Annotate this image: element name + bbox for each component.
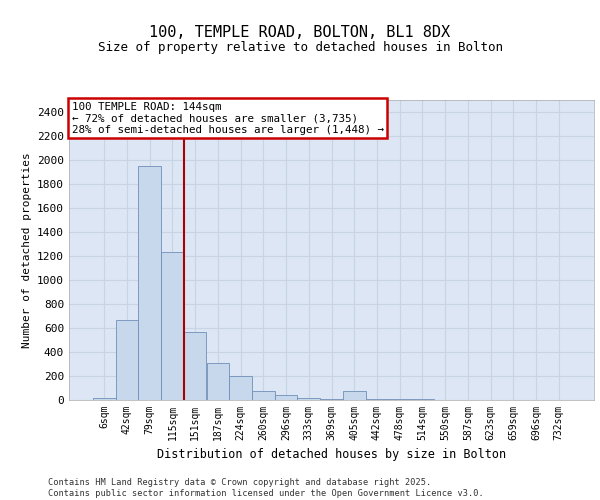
Bar	[93, 398, 116, 400]
Bar	[320, 399, 343, 400]
Bar	[365, 399, 388, 400]
Bar	[139, 166, 161, 400]
Bar	[161, 252, 184, 400]
Bar	[343, 391, 365, 400]
Y-axis label: Number of detached properties: Number of detached properties	[22, 152, 32, 348]
X-axis label: Distribution of detached houses by size in Bolton: Distribution of detached houses by size …	[157, 448, 506, 462]
Bar	[184, 332, 206, 400]
Bar	[229, 376, 252, 400]
Text: Size of property relative to detached houses in Bolton: Size of property relative to detached ho…	[97, 41, 503, 54]
Bar	[411, 399, 434, 400]
Bar	[206, 363, 229, 400]
Text: 100 TEMPLE ROAD: 144sqm
← 72% of detached houses are smaller (3,735)
28% of semi: 100 TEMPLE ROAD: 144sqm ← 72% of detache…	[71, 102, 383, 134]
Text: Contains HM Land Registry data © Crown copyright and database right 2025.
Contai: Contains HM Land Registry data © Crown c…	[48, 478, 484, 498]
Bar	[298, 398, 320, 400]
Bar	[116, 320, 139, 400]
Text: 100, TEMPLE ROAD, BOLTON, BL1 8DX: 100, TEMPLE ROAD, BOLTON, BL1 8DX	[149, 25, 451, 40]
Bar	[275, 395, 298, 400]
Bar	[388, 399, 411, 400]
Bar	[252, 391, 275, 400]
